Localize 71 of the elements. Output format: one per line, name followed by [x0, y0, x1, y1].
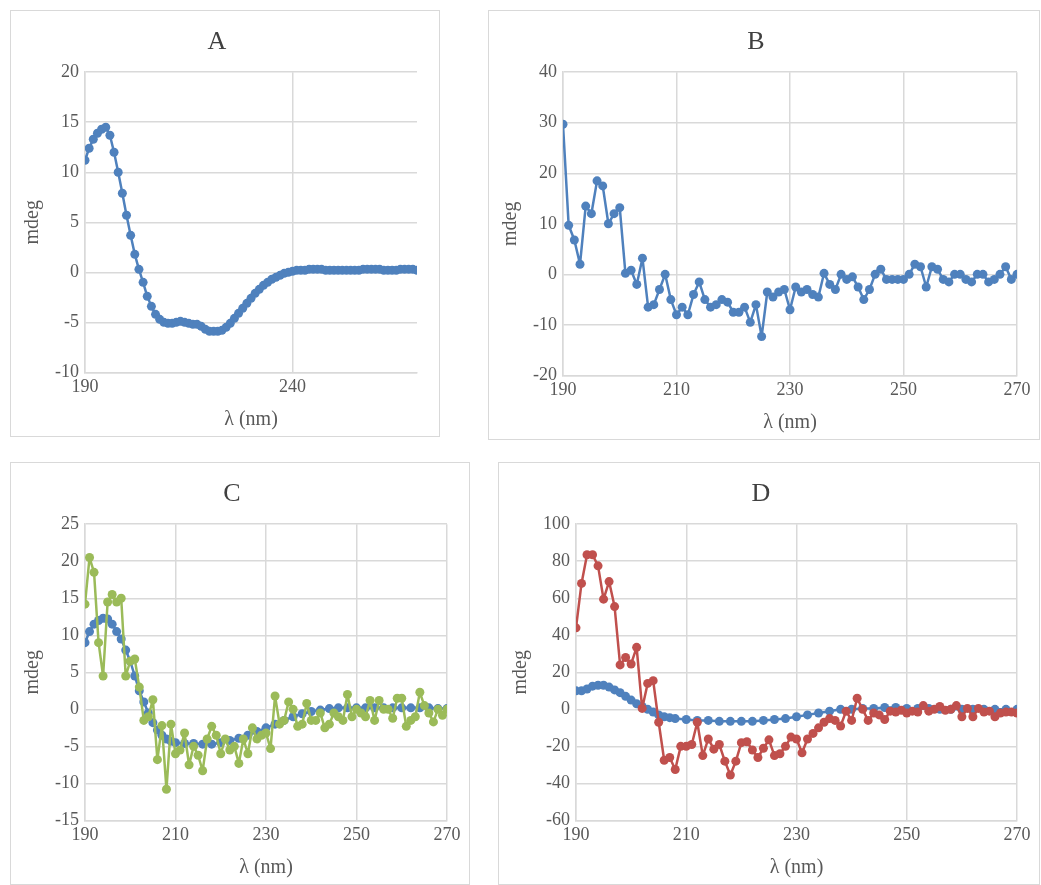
point [112, 627, 122, 637]
point [792, 712, 801, 722]
y-tick-label: 80 [552, 549, 570, 570]
y-tick-label: 0 [69, 261, 79, 282]
y-tick-label: 0 [547, 263, 557, 284]
point [814, 708, 824, 718]
y-tick-label: 0 [69, 698, 79, 719]
y-axis-title: mdeg [498, 201, 522, 247]
y-tick-label: 15 [60, 586, 79, 607]
point [747, 716, 757, 726]
y-tick-label: -10 [54, 772, 79, 793]
point [725, 716, 735, 726]
x-axis-title: λ (nm) [224, 407, 278, 431]
point [780, 714, 790, 724]
y-tick-label: 40 [538, 60, 557, 81]
y-tick-label: 5 [69, 211, 79, 232]
point [758, 715, 768, 725]
x-axis-title: λ (nm) [763, 410, 817, 434]
y-axis-title: mdeg [508, 650, 532, 695]
x-axis-title: λ (nm) [769, 855, 824, 879]
y-tick-label: 20 [552, 661, 570, 682]
x-tick-label: 270 [433, 823, 461, 844]
x-tick-label: 270 [1003, 823, 1031, 844]
y-tick-label: 0 [561, 698, 570, 719]
x-tick-label: 230 [776, 378, 804, 399]
chart-title: D [751, 478, 771, 508]
point [769, 715, 779, 725]
x-tick-label: 250 [890, 378, 917, 399]
chart-title: C [223, 478, 241, 508]
y-tick-label: 10 [60, 161, 79, 181]
x-tick-label: 230 [252, 823, 280, 844]
point [406, 703, 416, 713]
x-tick-label: 250 [343, 823, 370, 844]
y-axis-title: mdeg [20, 650, 44, 695]
point [803, 710, 813, 720]
y-tick-label: 40 [552, 624, 570, 645]
y-tick-label: -20 [546, 735, 570, 756]
point [736, 716, 746, 726]
y-tick-label: 10 [538, 212, 557, 233]
x-tick-label: 210 [672, 823, 700, 844]
point [107, 619, 117, 629]
y-tick-label: 5 [69, 661, 79, 682]
x-tick-label: 250 [893, 823, 921, 844]
y-tick-label: 10 [60, 624, 79, 645]
y-tick-label: 20 [60, 549, 79, 570]
point [703, 715, 713, 725]
x-tick-label: 210 [663, 378, 690, 399]
y-axis-title: mdeg [20, 200, 44, 245]
x-tick-label: 270 [1003, 378, 1031, 399]
y-tick-label: -40 [546, 772, 570, 793]
x-tick-label: 210 [162, 823, 189, 844]
point [825, 706, 835, 716]
point [714, 716, 724, 726]
y-tick-label: 60 [552, 586, 570, 607]
x-axis-title: λ (nm) [239, 855, 293, 879]
chart-title: A [207, 26, 227, 56]
y-tick-label: 15 [60, 110, 79, 131]
y-tick-label: -5 [63, 311, 79, 332]
point [670, 714, 680, 724]
y-tick-label: -10 [532, 313, 557, 334]
y-tick-label: 25 [60, 512, 79, 533]
x-tick-label: 240 [279, 375, 306, 396]
y-tick-label: -5 [63, 735, 79, 756]
point [85, 627, 95, 637]
point [681, 715, 691, 725]
y-tick-label: 30 [538, 111, 557, 132]
chart-title: B [747, 26, 765, 56]
x-tick-label: 230 [783, 823, 810, 844]
y-tick-label: 20 [60, 60, 79, 81]
y-tick-label: 20 [538, 162, 557, 182]
y-tick-label: 100 [543, 512, 570, 533]
